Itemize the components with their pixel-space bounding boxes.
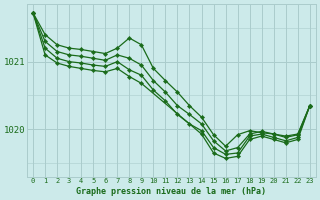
X-axis label: Graphe pression niveau de la mer (hPa): Graphe pression niveau de la mer (hPa) — [76, 187, 267, 196]
